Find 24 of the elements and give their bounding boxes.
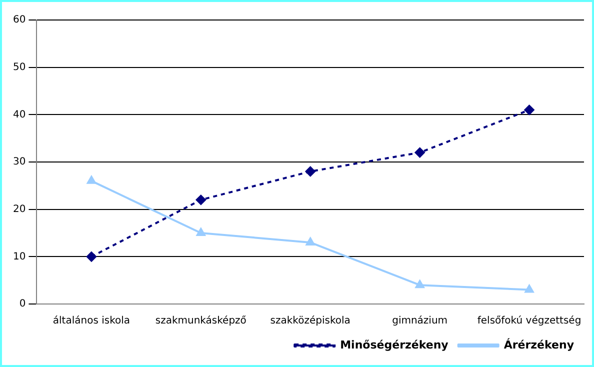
legend-label: Minőségérzékeny [340, 338, 448, 352]
point [524, 284, 534, 293]
point [414, 148, 425, 158]
legend-label: Árérzékeny [504, 337, 574, 352]
x-tick-label: általános iskola [52, 316, 130, 327]
y-tick-label: 20 [12, 204, 26, 215]
x-tick-label: gimnázium [392, 316, 448, 327]
y-tick-label: 10 [12, 251, 26, 262]
point [524, 104, 534, 115]
y-tick-label: 0 [19, 298, 26, 310]
point [306, 237, 315, 246]
point [305, 166, 316, 176]
point [196, 194, 206, 205]
y-tick-label: 60 [12, 14, 26, 26]
y-tick-label: 40 [12, 109, 26, 120]
point [86, 176, 96, 184]
point [86, 252, 96, 262]
y-tick-label: 30 [12, 156, 26, 168]
x-tick-label: szakközépiskola [270, 316, 350, 327]
point [415, 280, 424, 288]
x-tick-label: felsőfokú végzettség [477, 316, 582, 327]
y-tick-label: 50 [12, 62, 26, 73]
x-tick-label: szakmunkásképző [155, 316, 246, 327]
point [196, 228, 206, 236]
